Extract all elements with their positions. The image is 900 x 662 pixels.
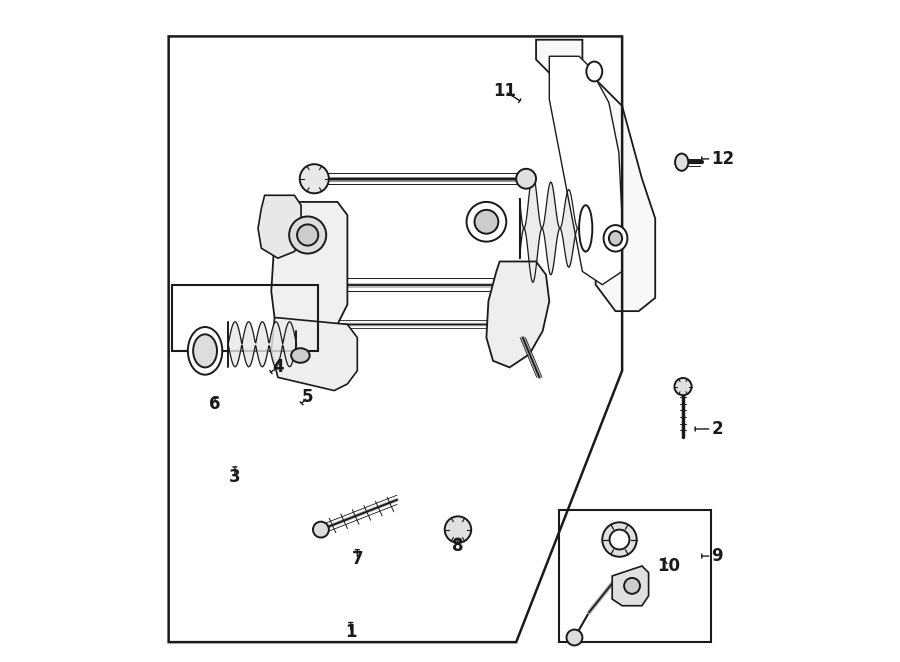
Ellipse shape (445, 516, 472, 543)
Ellipse shape (188, 327, 222, 375)
Polygon shape (258, 195, 301, 258)
Ellipse shape (675, 154, 688, 171)
Ellipse shape (297, 224, 319, 246)
Polygon shape (271, 318, 357, 391)
Polygon shape (549, 56, 622, 285)
Ellipse shape (609, 231, 622, 246)
Ellipse shape (300, 164, 328, 193)
Ellipse shape (624, 578, 640, 594)
Text: 12: 12 (712, 150, 734, 168)
Text: 3: 3 (229, 467, 240, 486)
Ellipse shape (289, 216, 326, 254)
Bar (559, 510, 712, 642)
Polygon shape (486, 261, 549, 367)
Text: 7: 7 (352, 550, 363, 569)
Ellipse shape (674, 378, 691, 395)
Polygon shape (271, 202, 347, 344)
Text: 10: 10 (657, 557, 680, 575)
Ellipse shape (466, 202, 507, 242)
Text: 9: 9 (712, 547, 723, 565)
Text: 1: 1 (345, 623, 356, 641)
Ellipse shape (474, 210, 499, 234)
Ellipse shape (609, 530, 629, 549)
Text: 4: 4 (272, 358, 284, 377)
Bar (172, 285, 318, 351)
Text: 5: 5 (302, 388, 313, 406)
Polygon shape (612, 566, 649, 606)
Ellipse shape (587, 62, 602, 81)
Ellipse shape (194, 334, 217, 367)
Ellipse shape (602, 522, 636, 557)
Text: 11: 11 (493, 82, 517, 101)
Ellipse shape (579, 205, 592, 252)
Text: 6: 6 (209, 395, 220, 413)
Ellipse shape (566, 630, 582, 645)
Ellipse shape (517, 169, 536, 189)
Polygon shape (536, 40, 655, 311)
Ellipse shape (313, 522, 328, 538)
Ellipse shape (291, 348, 310, 363)
Text: 2: 2 (712, 420, 723, 438)
Text: 8: 8 (452, 537, 464, 555)
Ellipse shape (604, 225, 627, 252)
